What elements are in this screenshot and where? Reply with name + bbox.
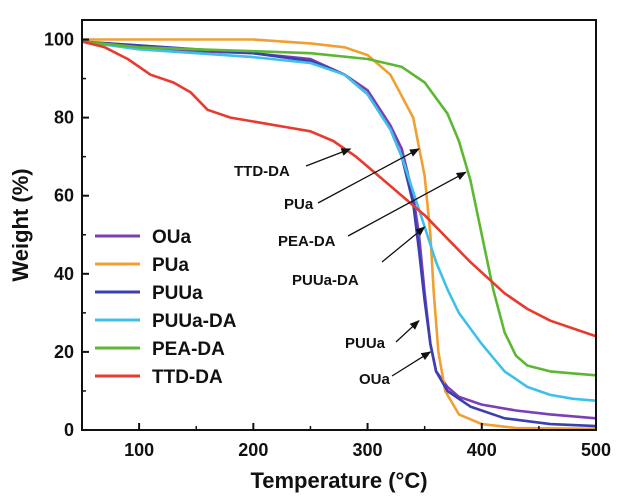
y-tick-label: 100 bbox=[44, 30, 74, 50]
y-tick-label: 80 bbox=[54, 108, 74, 128]
legend-label: PUUa bbox=[152, 283, 203, 304]
legend-label: PUa bbox=[152, 255, 189, 276]
series-line-pua bbox=[82, 38, 596, 430]
annotation-label: PEA-DA bbox=[278, 233, 336, 250]
x-tick-label: 300 bbox=[353, 440, 383, 460]
annotation-arrow bbox=[305, 148, 352, 167]
y-axis-title: Weight (%) bbox=[8, 168, 33, 281]
annotation-arrow bbox=[317, 148, 420, 204]
y-tick-label: 0 bbox=[64, 420, 74, 440]
x-tick-label: 100 bbox=[124, 440, 154, 460]
annotation-arrow bbox=[395, 319, 420, 343]
x-tick-label: 400 bbox=[467, 440, 497, 460]
series-line-puua bbox=[82, 40, 596, 428]
annotation-label: PUa bbox=[284, 196, 314, 213]
y-tick-label: 60 bbox=[54, 186, 74, 206]
y-tick-label: 40 bbox=[54, 264, 74, 284]
x-tick-label: 500 bbox=[581, 440, 611, 460]
legend-label: PUUa-DA bbox=[152, 311, 237, 332]
legend-label: PEA-DA bbox=[152, 339, 225, 360]
annotation-arrow bbox=[347, 171, 467, 237]
annotations: TTD-DA PUa PEA-DA PUUa-DA PUUa OUa bbox=[234, 148, 467, 388]
legend-label: OUa bbox=[152, 227, 192, 248]
x-tick-label: 200 bbox=[238, 440, 268, 460]
plot-frame bbox=[81, 19, 597, 431]
legend-label: TTD-DA bbox=[152, 367, 223, 388]
series-line-pea-da bbox=[82, 40, 596, 377]
y-tick-label: 20 bbox=[54, 342, 74, 362]
annotation-label: PUUa-DA bbox=[292, 272, 359, 289]
axis-ticks: 100 200 300 400 500 0 20 40 60 80 100 bbox=[44, 30, 611, 460]
annotation-label: PUUa bbox=[345, 335, 386, 352]
annotation-label: OUa bbox=[359, 371, 391, 388]
annotation-label: TTD-DA bbox=[234, 163, 290, 180]
annotation-arrow bbox=[391, 351, 432, 377]
annotation-arrow bbox=[381, 226, 426, 263]
legend: OUa PUa PUUa PUUa-DA PEA-DA TTD-DA bbox=[95, 227, 237, 388]
x-axis-title: Temperature (°C) bbox=[250, 468, 427, 493]
